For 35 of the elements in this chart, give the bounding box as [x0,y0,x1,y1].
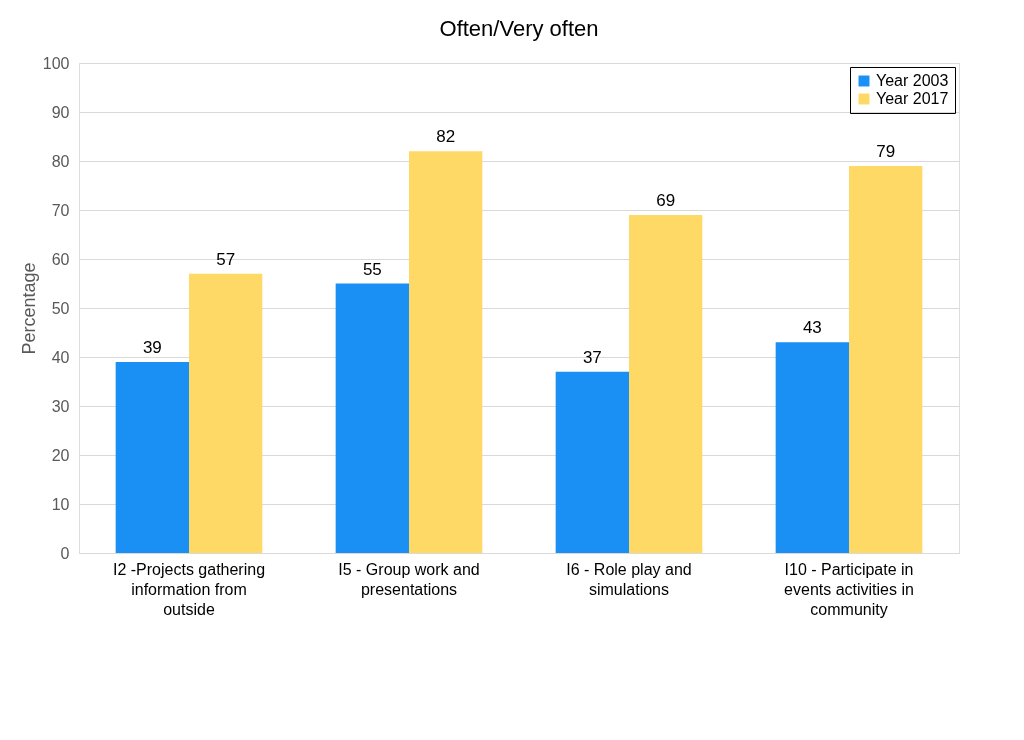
bar [775,342,849,553]
bar [189,273,263,553]
bar [555,371,629,553]
x-tick-label: I10 - Participate in events activities in community [784,560,914,618]
data-label: 57 [216,249,236,269]
data-label: 79 [876,141,896,161]
bar [335,283,409,553]
data-label: 69 [656,190,676,210]
y-tick-label: 70 [51,201,70,219]
x-tick-label: I2 -Projects gathering information from outside [112,560,266,618]
data-label: 39 [142,337,162,357]
data-label: 43 [802,318,822,338]
data-label: 37 [582,347,602,367]
y-tick-label: 90 [51,103,70,121]
chart-title: Often/Very often [439,16,599,41]
y-tick-label: 50 [51,299,70,317]
legend-label: Year 2003 [876,72,949,89]
y-tick-label: 30 [51,397,70,415]
data-label: 55 [362,259,382,279]
x-tick-label: I6 - Role play and simulations [566,560,692,598]
bar [409,151,483,553]
y-tick-label: 40 [51,348,70,366]
y-axis-title: Percentage [18,262,39,355]
bar [849,165,923,553]
x-tick-label: I5 - Group work and presentations [338,560,480,598]
bar [629,214,703,553]
y-tick-label: 60 [51,250,70,268]
y-tick-label: 20 [51,446,70,464]
legend-label: Year 2017 [876,90,949,107]
y-tick-label: 10 [51,495,70,513]
y-tick-label: 0 [60,544,70,562]
y-tick-label: 100 [42,54,70,72]
y-tick-label: 80 [51,152,70,170]
data-label: 82 [436,127,456,147]
bar [115,361,189,553]
